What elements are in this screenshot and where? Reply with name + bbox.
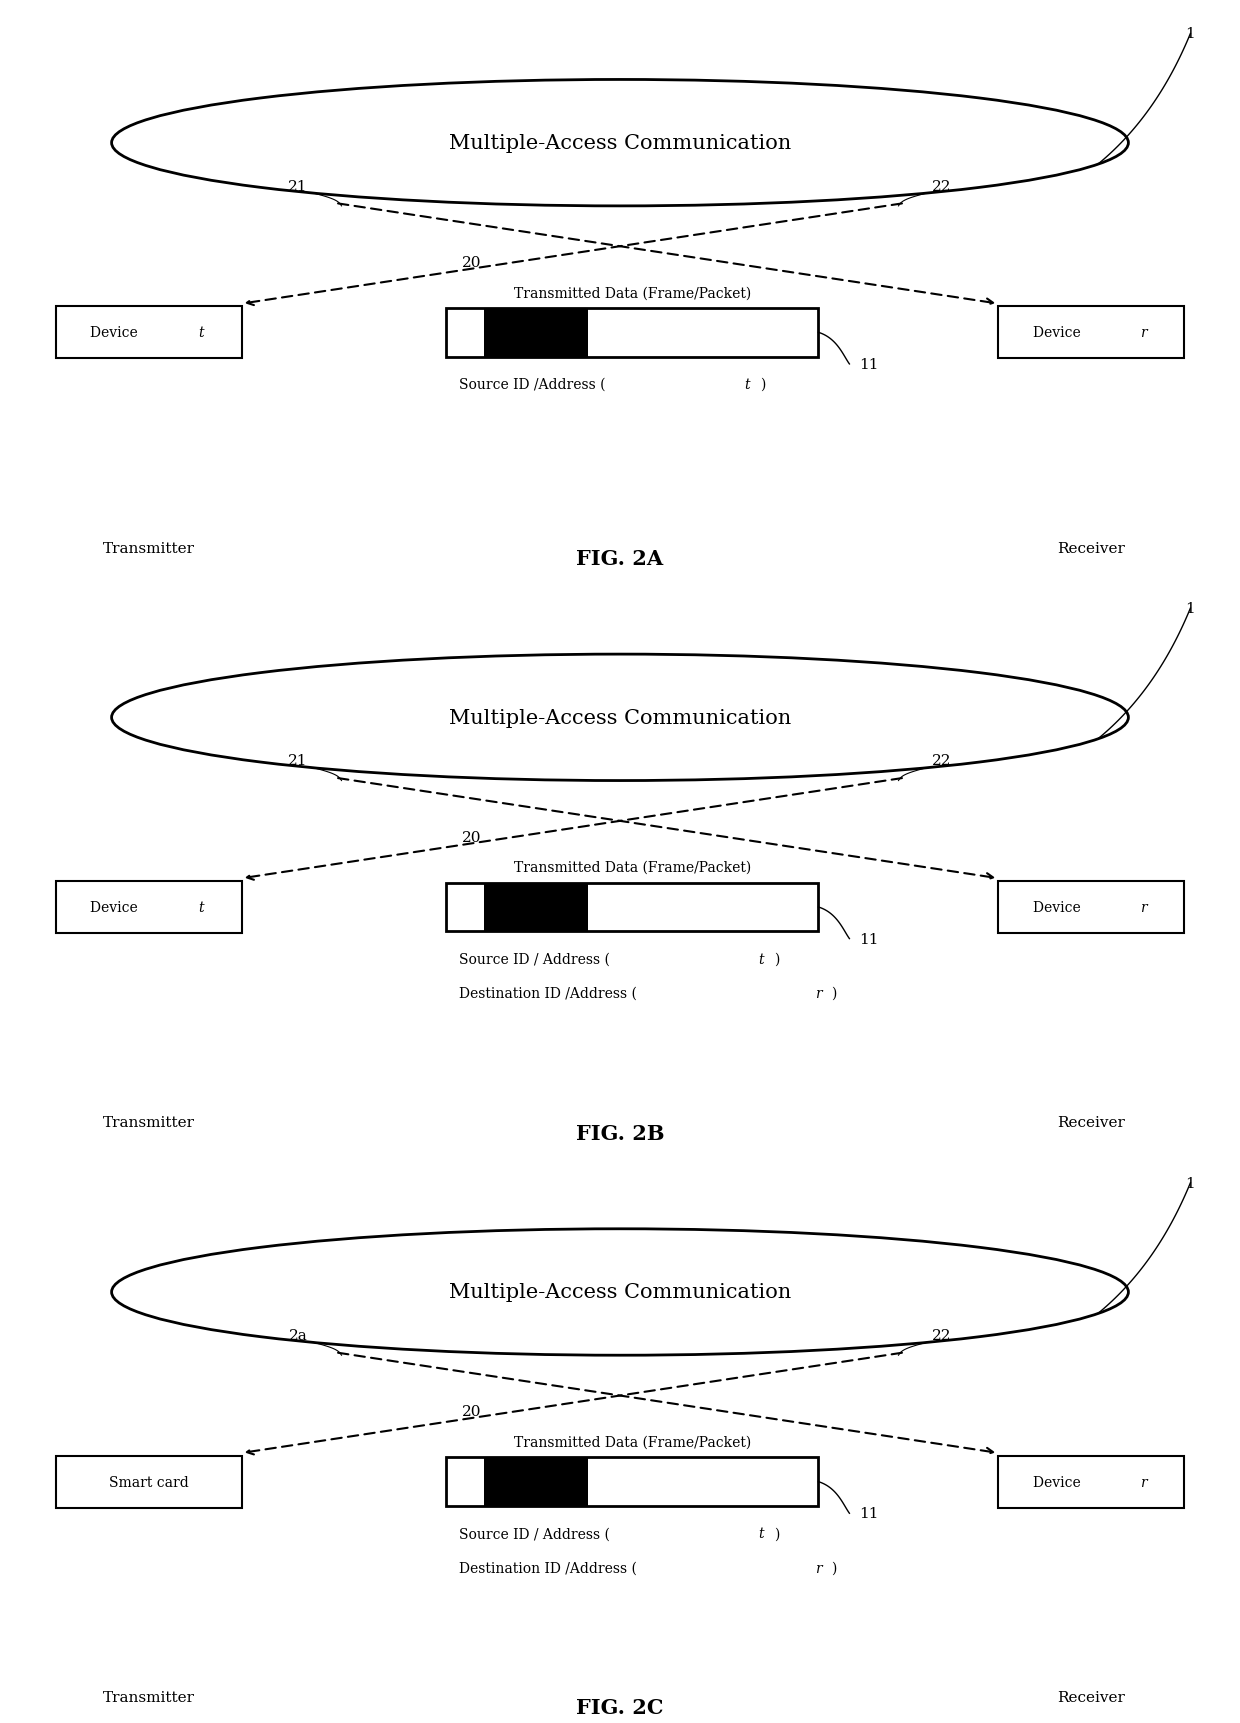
FancyBboxPatch shape <box>56 307 242 358</box>
Text: Destination ID /Address (: Destination ID /Address ( <box>459 1561 636 1575</box>
Text: 20: 20 <box>461 1404 481 1418</box>
Text: 11: 11 <box>859 932 879 946</box>
Text: Transmitter: Transmitter <box>103 1117 195 1130</box>
Text: Device: Device <box>91 901 143 915</box>
Text: 20: 20 <box>461 830 481 844</box>
Text: r: r <box>1140 901 1147 915</box>
Text: 21: 21 <box>289 179 308 193</box>
Text: ): ) <box>760 377 765 391</box>
Text: 2a: 2a <box>289 1328 308 1342</box>
Text: 1: 1 <box>1185 1177 1195 1191</box>
Text: FIG. 2B: FIG. 2B <box>575 1123 665 1142</box>
Text: Multiple-Access Communication: Multiple-Access Communication <box>449 1282 791 1303</box>
Text: FIG. 2A: FIG. 2A <box>577 548 663 569</box>
Text: 1: 1 <box>1185 601 1195 615</box>
FancyBboxPatch shape <box>484 882 588 932</box>
Text: Device: Device <box>91 326 143 339</box>
Text: Transmitter: Transmitter <box>103 541 195 555</box>
Text: 21: 21 <box>289 755 308 768</box>
FancyBboxPatch shape <box>56 882 242 934</box>
FancyBboxPatch shape <box>446 308 818 357</box>
Text: r: r <box>816 1561 822 1575</box>
Text: ): ) <box>774 1527 780 1540</box>
Text: Transmitted Data (Frame/Packet): Transmitted Data (Frame/Packet) <box>513 286 751 300</box>
Text: Source ID /Address (: Source ID /Address ( <box>459 377 605 391</box>
Text: t: t <box>198 901 203 915</box>
FancyBboxPatch shape <box>484 308 588 357</box>
Text: 22: 22 <box>932 179 951 193</box>
Text: ): ) <box>774 951 780 967</box>
Text: t: t <box>759 1527 764 1540</box>
FancyBboxPatch shape <box>446 882 818 932</box>
FancyBboxPatch shape <box>998 1456 1184 1508</box>
Text: Device: Device <box>1033 1475 1085 1489</box>
Text: Source ID / Address (: Source ID / Address ( <box>459 951 610 967</box>
Text: Smart card: Smart card <box>109 1475 188 1489</box>
Text: t: t <box>198 326 203 339</box>
FancyBboxPatch shape <box>446 1458 818 1506</box>
Text: Transmitted Data (Frame/Packet): Transmitted Data (Frame/Packet) <box>513 1435 751 1449</box>
Text: FIG. 2C: FIG. 2C <box>577 1697 663 1718</box>
Text: Device: Device <box>1033 901 1085 915</box>
Text: 22: 22 <box>932 755 951 768</box>
Text: Receiver: Receiver <box>1058 1117 1125 1130</box>
Text: t: t <box>744 377 750 391</box>
Text: Device: Device <box>1033 326 1085 339</box>
Text: 11: 11 <box>859 1506 879 1520</box>
Text: 11: 11 <box>859 358 879 372</box>
Text: t: t <box>759 951 764 967</box>
Text: r: r <box>816 986 822 1001</box>
FancyBboxPatch shape <box>998 882 1184 934</box>
FancyBboxPatch shape <box>56 1456 242 1508</box>
FancyBboxPatch shape <box>998 307 1184 358</box>
Text: ): ) <box>831 986 837 1001</box>
Text: Destination ID /Address (: Destination ID /Address ( <box>459 986 636 1001</box>
Text: 20: 20 <box>461 255 481 271</box>
Text: r: r <box>1140 1475 1147 1489</box>
Text: Transmitter: Transmitter <box>103 1690 195 1704</box>
Text: r: r <box>1140 326 1147 339</box>
Text: Multiple-Access Communication: Multiple-Access Communication <box>449 708 791 727</box>
Text: Transmitted Data (Frame/Packet): Transmitted Data (Frame/Packet) <box>513 860 751 874</box>
Text: ): ) <box>831 1561 837 1575</box>
Text: Receiver: Receiver <box>1058 1690 1125 1704</box>
Text: 1: 1 <box>1185 28 1195 41</box>
Text: Receiver: Receiver <box>1058 541 1125 555</box>
Text: 22: 22 <box>932 1328 951 1342</box>
Text: Multiple-Access Communication: Multiple-Access Communication <box>449 134 791 153</box>
FancyBboxPatch shape <box>484 1458 588 1506</box>
Text: Source ID / Address (: Source ID / Address ( <box>459 1527 610 1540</box>
